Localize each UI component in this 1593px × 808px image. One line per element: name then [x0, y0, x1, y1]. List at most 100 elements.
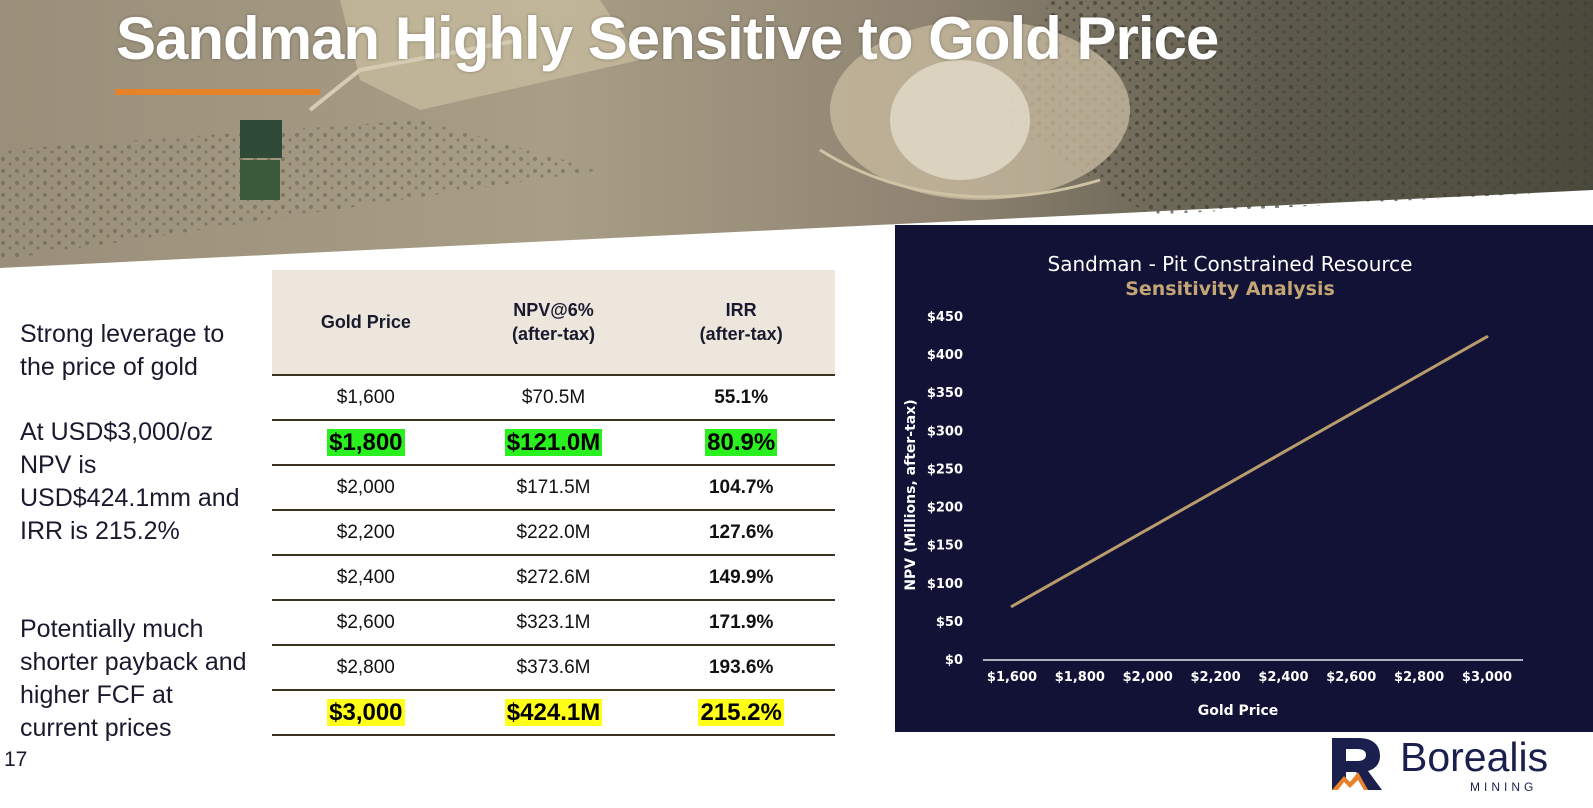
table-row: $2,000 $171.5M 104.7% — [272, 464, 835, 509]
table-row: $3,000 $424.1M 215.2% — [272, 689, 835, 736]
chart-background — [895, 225, 1593, 732]
cell-irr-text: 215.2% — [698, 698, 784, 726]
table-row: $2,600 $323.1M 171.9% — [272, 599, 835, 644]
cell-irr-text: 127.6% — [708, 521, 774, 543]
table-row: $2,800 $373.6M 193.6% — [272, 644, 835, 689]
y-tick-label: $450 — [927, 310, 963, 325]
x-tick-label: $2,000 — [1123, 670, 1173, 685]
y-tick-label: $0 — [945, 653, 963, 668]
table-row: $2,400 $272.6M 149.9% — [272, 554, 835, 599]
borealis-logo-mark-icon — [1332, 738, 1382, 790]
cell-npv-text: $373.6M — [516, 656, 591, 678]
cell-irr: 104.7% — [647, 477, 835, 499]
cell-irr-text: 55.1% — [714, 386, 769, 408]
cell-gold-price: $2,200 — [272, 522, 460, 544]
x-tick-label: $2,600 — [1326, 670, 1376, 685]
cell-irr: 80.9% — [647, 428, 835, 457]
cell-irr: 149.9% — [647, 567, 835, 589]
npv-data-point — [1349, 412, 1353, 416]
y-tick-label: $150 — [927, 539, 963, 554]
cell-gold-price-text: $2,600 — [336, 611, 395, 633]
chart-title: Sandman - Pit Constrained Resource — [1048, 252, 1413, 276]
cell-gold-price-text: $1,800 — [327, 428, 405, 456]
y-tick-label: $250 — [927, 462, 963, 477]
npv-data-point — [1214, 489, 1218, 493]
x-tick-label: $3,000 — [1462, 670, 1512, 685]
slide-title: Sandman Highly Sensitive to Gold Price — [116, 5, 1219, 72]
cell-irr-text: 193.6% — [708, 656, 774, 678]
x-tick-label: $2,200 — [1190, 670, 1240, 685]
cell-irr: 215.2% — [647, 698, 835, 727]
cell-gold-price: $1,600 — [272, 387, 460, 409]
cell-irr: 55.1% — [647, 387, 835, 409]
cell-gold-price-text: $3,000 — [327, 698, 405, 726]
cell-npv: $222.0M — [460, 522, 648, 544]
header-gold-price: Gold Price — [320, 312, 411, 332]
x-tick-label: $2,800 — [1394, 670, 1444, 685]
npv-data-point — [1281, 450, 1285, 454]
cell-npv: $70.5M — [460, 387, 648, 409]
cell-npv-text: $424.1M — [504, 698, 603, 726]
aerial-photo-banner — [0, 0, 1593, 268]
npv-data-point — [1485, 335, 1489, 339]
cell-irr: 193.6% — [647, 657, 835, 679]
page-number: 17 — [4, 748, 28, 771]
npv-data-point — [1417, 373, 1421, 377]
cell-irr-text: 171.9% — [708, 611, 774, 633]
cell-irr-text: 80.9% — [705, 428, 778, 456]
cell-gold-price: $2,000 — [272, 477, 460, 499]
cell-gold-price-text: $1,600 — [336, 386, 395, 408]
cell-npv: $272.6M — [460, 567, 648, 589]
x-axis-label: Gold Price — [1198, 703, 1279, 719]
y-tick-label: $400 — [927, 348, 963, 363]
cell-gold-price: $2,800 — [272, 657, 460, 679]
table-body: $1,600 $70.5M 55.1% $1,800 $121.0M 80.9% $2,00… — [272, 374, 835, 736]
table-row: $2,200 $222.0M 127.6% — [272, 509, 835, 554]
table-row: $1,800 $121.0M 80.9% — [272, 419, 835, 464]
x-tick-label: $2,400 — [1258, 670, 1308, 685]
y-tick-label: $350 — [927, 386, 963, 401]
logo-name: Borealis — [1400, 734, 1549, 780]
cell-npv-text: $171.5M — [516, 476, 591, 498]
cell-npv-text: $121.0M — [504, 428, 603, 456]
cell-irr: 127.6% — [647, 522, 835, 544]
bullet-leverage: Strong leverage to the price of gold — [20, 320, 225, 381]
cell-gold-price: $3,000 — [272, 698, 460, 727]
y-axis-label: NPV (Millions, after-tax) — [903, 399, 919, 590]
cell-npv: $424.1M — [460, 698, 648, 727]
cell-npv: $373.6M — [460, 657, 648, 679]
cell-gold-price-text: $2,400 — [336, 566, 395, 588]
x-tick-label: $1,600 — [987, 670, 1037, 685]
cell-gold-price-text: $2,000 — [336, 476, 395, 498]
header-npv: NPV@6% (after-tax) — [512, 300, 596, 344]
header-irr: IRR (after-tax) — [699, 300, 783, 344]
bullet-npv-irr: At USD$3,000/oz NPV is USD$424.1mm and I… — [20, 418, 240, 545]
chart-subtitle: Sensitivity Analysis — [1125, 278, 1335, 300]
npv-sensitivity-chart: Sandman - Pit Constrained Resource Sensi… — [895, 225, 1593, 732]
y-tick-label: $300 — [927, 424, 963, 439]
cell-gold-price-text: $2,800 — [336, 656, 395, 678]
cell-npv: $323.1M — [460, 612, 648, 634]
y-tick-label: $50 — [936, 615, 963, 630]
logo-sub: MINING — [1470, 780, 1538, 794]
cell-irr-text: 104.7% — [708, 476, 774, 498]
x-tick-label: $1,800 — [1055, 670, 1105, 685]
sensitivity-table: Gold Price NPV@6% (after-tax) IRR (after… — [272, 270, 835, 736]
data-points — [1010, 335, 1489, 608]
cell-irr: 171.9% — [647, 612, 835, 634]
npv-data-point — [1078, 566, 1082, 570]
cell-gold-price: $2,400 — [272, 567, 460, 589]
cell-npv-text: $70.5M — [521, 386, 586, 408]
x-axis-ticks: $1,600 $1,800 $2,000 $2,200 $2,400 $2,600 $2,8… — [987, 670, 1512, 685]
cell-npv-text: $272.6M — [516, 566, 591, 588]
cell-gold-price: $1,800 — [272, 428, 460, 457]
title-underline — [115, 89, 320, 95]
borealis-logo: Borealis MINING — [1328, 734, 1568, 796]
cell-gold-price-text: $2,200 — [336, 521, 395, 543]
y-tick-label: $100 — [927, 577, 963, 592]
chart-panel: Sandman - Pit Constrained Resource Sensi… — [895, 225, 1593, 732]
cell-gold-price: $2,600 — [272, 612, 460, 634]
npv-data-point — [1146, 527, 1150, 531]
bullet-payback: Potentially much shorter payback and hig… — [20, 615, 247, 742]
